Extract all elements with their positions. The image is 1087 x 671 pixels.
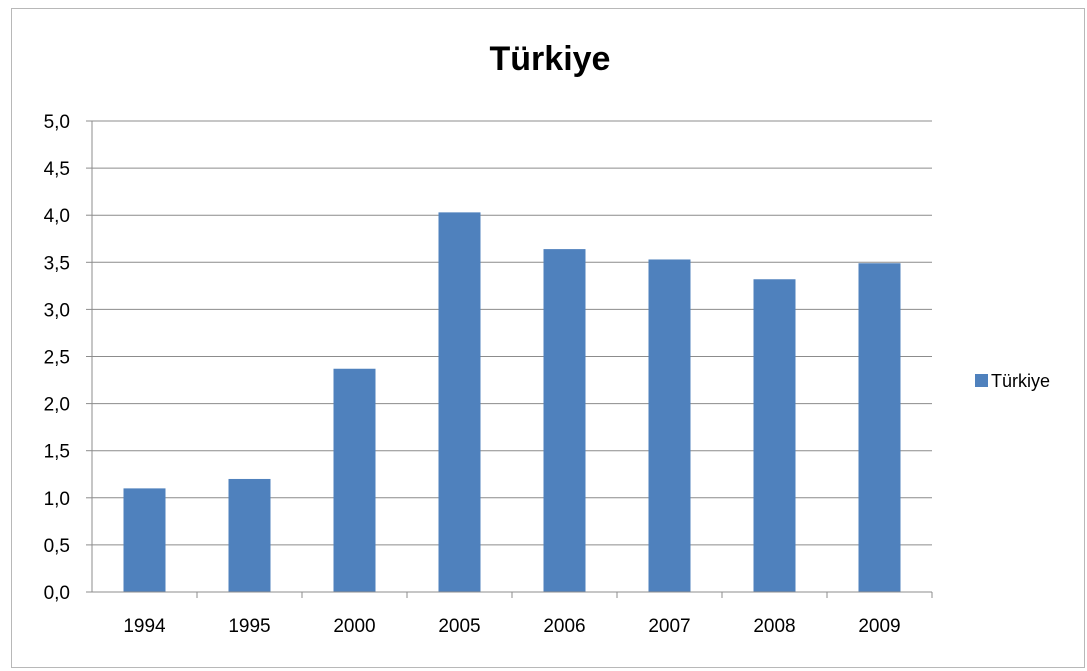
bar-2009 xyxy=(858,263,901,592)
y-tick-label: 4,5 xyxy=(44,159,70,180)
gridlines xyxy=(92,120,932,546)
y-tick-label: 1,5 xyxy=(44,442,70,463)
bar-2000 xyxy=(333,368,376,592)
y-tick-label: 4,0 xyxy=(44,206,70,227)
legend: Türkiye xyxy=(975,371,1050,391)
x-tick-label: 2008 xyxy=(753,616,795,637)
y-tick-label: 3,5 xyxy=(44,253,70,274)
y-tick-label: 5,0 xyxy=(44,112,70,133)
x-tick-label: 2005 xyxy=(438,616,480,637)
bars xyxy=(123,212,901,592)
y-tick-label: 1,0 xyxy=(44,489,70,510)
chart-title: Türkiye xyxy=(490,40,611,78)
legend-swatch xyxy=(975,374,988,387)
y-tick-label: 2,5 xyxy=(44,348,70,369)
x-tick-label: 2006 xyxy=(543,616,585,637)
x-tick-label: 2000 xyxy=(333,616,375,637)
x-tick-label: 1994 xyxy=(123,616,166,637)
x-tick-label: 2007 xyxy=(648,616,690,637)
x-tick-label: 1995 xyxy=(228,616,270,637)
bar-1994 xyxy=(123,488,166,592)
bar-2005 xyxy=(438,212,481,592)
bar-2008 xyxy=(753,279,796,592)
legend-label: Türkiye xyxy=(991,371,1050,391)
bar-1995 xyxy=(228,478,271,592)
y-tick-label: 0,0 xyxy=(44,583,70,604)
y-tick-label: 2,0 xyxy=(44,395,70,416)
y-tick-label: 0,5 xyxy=(44,536,70,557)
bar-2007 xyxy=(648,259,691,592)
x-tick-label: 2009 xyxy=(858,616,900,637)
axes: 0,0 0,5 1,0 1,5 2,0 2,5 3,0 3,5 4,0 4,5 5,0 1994 199… xyxy=(44,112,933,637)
y-tick-label: 3,0 xyxy=(44,300,70,321)
bar-2006 xyxy=(543,249,586,592)
